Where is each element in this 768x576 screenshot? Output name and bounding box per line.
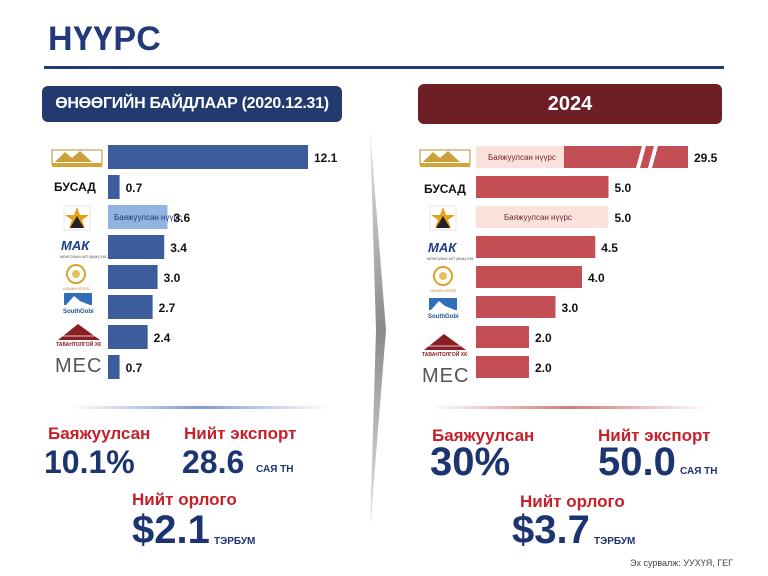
axis-break-mark [636, 146, 646, 168]
left-panel-header: ӨНӨӨГИЙН БАЙДЛААР (2020.12.31) [42, 86, 342, 122]
right-bar-value-label: 4.5 [601, 241, 618, 255]
left-processed-value: 10.1% [44, 444, 135, 480]
logo-erdenes-tt-right [419, 149, 471, 167]
right-revenue-label: Нийт орлого [520, 492, 625, 511]
svg-text:ТАВАНТОЛГОЙ ХК: ТАВАНТОЛГОЙ ХК [422, 350, 468, 358]
left-bar-7 [108, 325, 148, 349]
right-bar-1 [476, 146, 564, 168]
coal-export-charts: БУСАД МАК МОНГОЛЫН АЛТ (МАК) ХХК USUKH Z… [51, 145, 718, 387]
logo-tavantolgoi-left: ТАВАНТОЛГОЙ ХК [56, 324, 102, 348]
right-bar-value-label: 2.0 [535, 331, 552, 345]
left-bar-4 [108, 235, 165, 259]
logo-energy-resources-right [429, 205, 457, 231]
svg-text:МАК: МАК [61, 238, 90, 253]
source-note: Эх сурвалж: УУХҮЯ, ГЕГ [630, 558, 734, 568]
left-bar-2 [108, 175, 120, 199]
right-revenue-value: $3.7 [512, 508, 590, 552]
right-bar-7 [476, 326, 529, 348]
right-bar-5 [476, 266, 582, 288]
logo-southgobi-left: SouthGobi [63, 293, 94, 315]
left-bar-5 [108, 265, 158, 289]
right-bar-value-label: 29.5 [694, 151, 718, 165]
left-revenue-unit: ТЭРБУМ [214, 536, 256, 547]
right-bar-value-label: 3.0 [562, 301, 579, 315]
logo-mec-right: MEC [422, 365, 469, 387]
left-bar-value-label: 2.7 [159, 301, 176, 315]
page-title: НҮҮРС [48, 20, 162, 58]
right-processed-value: 30% [430, 440, 511, 484]
right-bar-value-label: 5.0 [615, 181, 632, 195]
right-bar-1-segment [564, 146, 688, 168]
svg-text:МОНГОЛЫН АЛТ (МАК) ХХК: МОНГОЛЫН АЛТ (МАК) ХХК [427, 257, 475, 261]
logo-mec-left: MEC [55, 355, 102, 377]
right-bar-annotation: Баяжуулсан нүүрс [488, 153, 556, 162]
right-bar-6 [476, 296, 556, 318]
logo-southgobi-right: SouthGobi [428, 298, 459, 320]
right-bar-8 [476, 356, 529, 378]
left-bar-value-label: 3.4 [170, 241, 187, 255]
right-panel-header: 2024 [418, 84, 722, 124]
right-bar-2 [476, 176, 609, 198]
left-bar-value-label: 3.6 [174, 211, 191, 225]
right-bar-value-label: 5.0 [615, 211, 632, 225]
right-stats-divider [430, 406, 710, 409]
right-bar-4 [476, 236, 596, 258]
right-processed-label: Баяжуулсан [432, 426, 535, 445]
right-revenue-unit: ТЭРБУМ [594, 536, 636, 547]
left-bar-value-label: 2.4 [154, 331, 171, 345]
right-bar-value-label: 2.0 [535, 361, 552, 375]
left-bar-6 [108, 295, 153, 319]
svg-text:USUKH ZOOS: USUKH ZOOS [430, 288, 457, 293]
left-revenue-value: $2.1 [132, 508, 210, 552]
left-export-label: Нийт экспорт [184, 424, 297, 443]
logo-busad-right: БУСАД [424, 182, 466, 196]
logo-usukh-zoos-left: USUKH ZOOS [63, 264, 90, 291]
right-export-value: 50.0 [598, 440, 676, 484]
title-underline [44, 66, 724, 69]
transition-arrow-icon [370, 130, 386, 530]
right-bar-value-label: 4.0 [588, 271, 605, 285]
left-bar-8 [108, 355, 120, 379]
logo-energy-resources-left [63, 205, 91, 231]
right-bar-3 [476, 206, 609, 228]
svg-text:SouthGobi: SouthGobi [63, 309, 94, 315]
left-export-unit: САЯ ТН [256, 464, 294, 475]
logo-tavantolgoi-right: ТАВАНТОЛГОЙ ХК [422, 334, 468, 358]
svg-text:USUKH ZOOS: USUKH ZOOS [63, 286, 90, 291]
svg-text:ТАВАНТОЛГОЙ ХК: ТАВАНТОЛГОЙ ХК [56, 340, 102, 348]
left-bar-1 [108, 145, 308, 169]
left-processed-label: Баяжуулсан [48, 424, 151, 443]
svg-text:МАК: МАК [428, 240, 457, 255]
right-bar-annotation: Баяжуулсан нүүрс [504, 213, 572, 222]
svg-text:МОНГОЛЫН АЛТ (МАК) ХХК: МОНГОЛЫН АЛТ (МАК) ХХК [60, 255, 108, 259]
left-bar-annotation: Баяжуулсан нүүрс [114, 213, 182, 222]
right-export-label: Нийт экспорт [598, 426, 711, 445]
left-revenue-label: Нийт орлого [132, 490, 237, 509]
left-bar-value-label: 0.7 [126, 361, 143, 375]
left-stats-divider [70, 406, 330, 409]
logo-usukh-zoos-right: USUKH ZOOS [430, 266, 457, 293]
left-bar-value-label: 3.0 [164, 271, 181, 285]
left-export-value: 28.6 [182, 444, 245, 480]
logo-erdenes-tt-left [51, 149, 103, 167]
logo-mak-right: МАК МОНГОЛЫН АЛТ (МАК) ХХК [427, 240, 475, 261]
left-bar-value-label: 0.7 [126, 181, 143, 195]
logo-busad-left: БУСАД [54, 180, 96, 194]
svg-text:SouthGobi: SouthGobi [428, 314, 459, 320]
left-bar-3 [108, 205, 168, 229]
right-bar-group: Баяжуулсан нүүрс 29.5 5.0 Баяжуулсан нүүрс 5… [476, 146, 718, 378]
left-bar-value-label: 12.1 [314, 151, 338, 165]
axis-break-mark [648, 146, 658, 168]
right-export-unit: САЯ ТН [680, 466, 718, 477]
logo-mak-left: МАК МОНГОЛЫН АЛТ (МАК) ХХК [60, 238, 108, 259]
